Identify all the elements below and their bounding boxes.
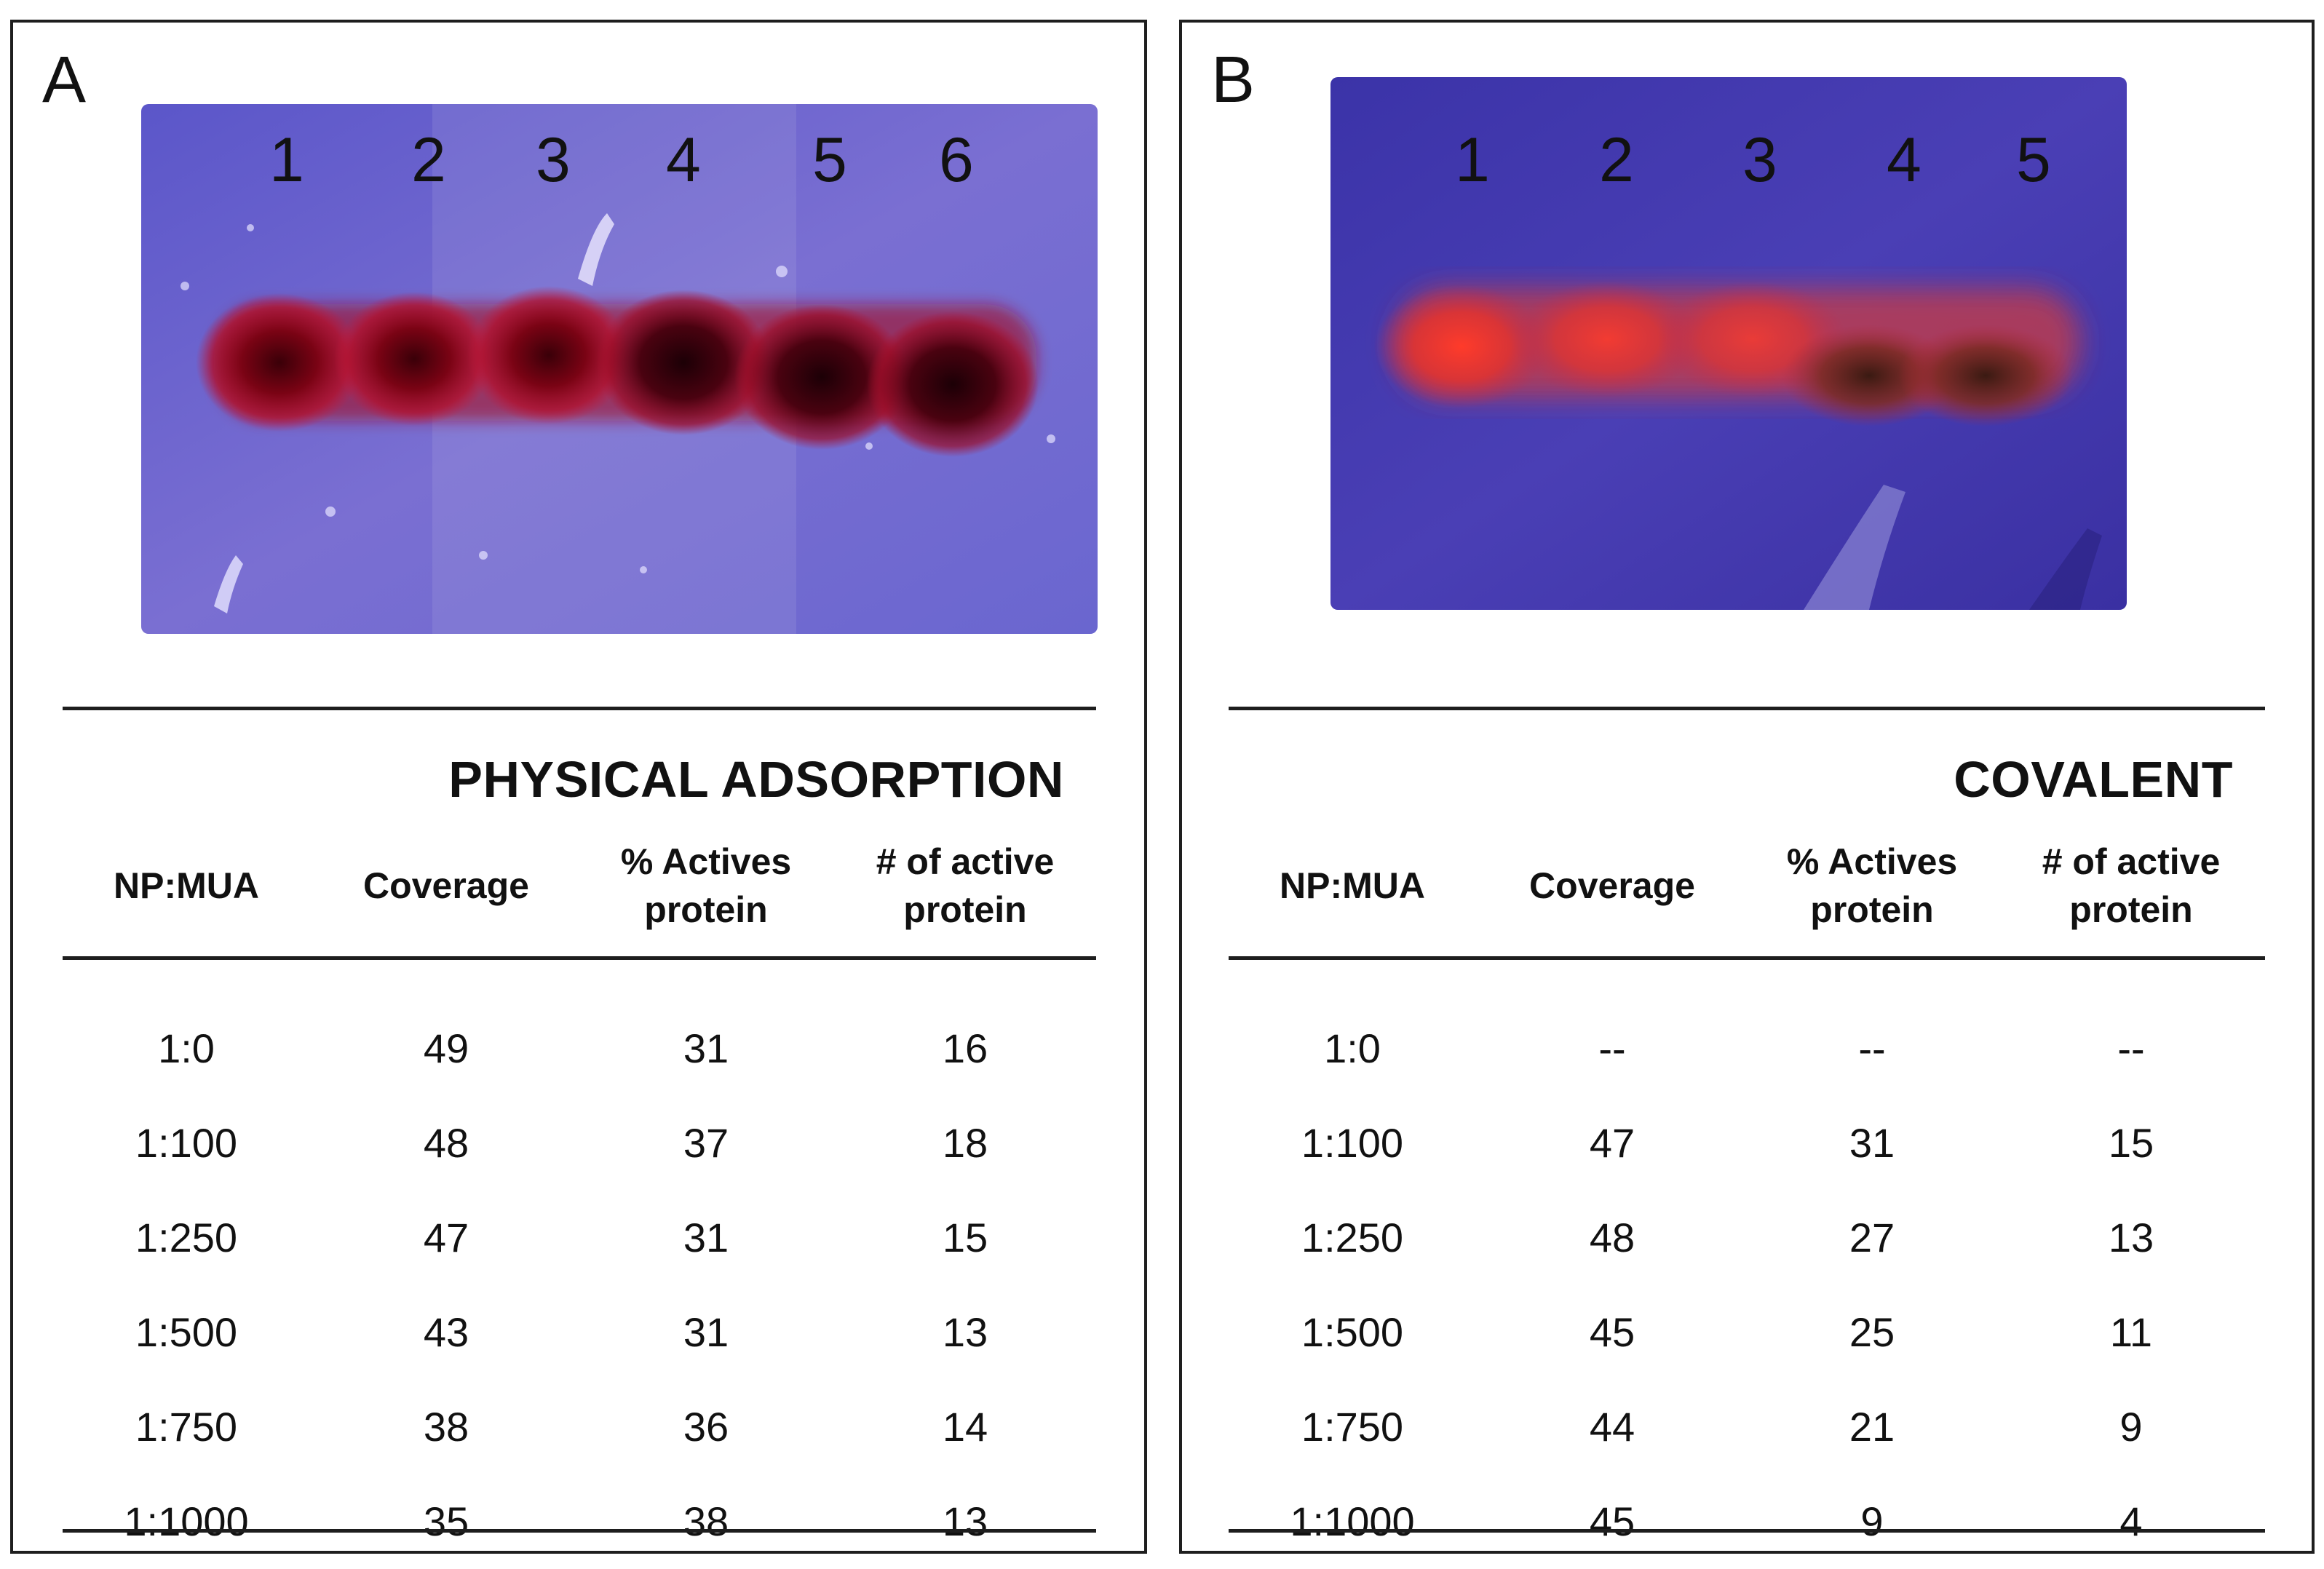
table-cell: 9: [1860, 1498, 1884, 1544]
lane-label: 4: [1887, 125, 1922, 195]
table-cell: 13: [942, 1498, 988, 1544]
gel-image-physical-adsorption: [141, 104, 1098, 634]
lane-label: 1: [269, 125, 304, 195]
table-title: COVALENT: [1954, 751, 2233, 808]
column-header: NP:MUA: [1280, 865, 1425, 906]
table-cell: 9: [2119, 1404, 2143, 1450]
lane-label: 1: [1455, 125, 1490, 195]
table-cell: 31: [1849, 1120, 1895, 1166]
table-cell: 45: [1589, 1498, 1635, 1544]
table-cell: 31: [683, 1025, 729, 1071]
table-row: 1:250 48 27 13: [1229, 1191, 2262, 1285]
table-cell: 48: [1589, 1215, 1635, 1260]
table-cell: 21: [1849, 1404, 1895, 1450]
table-cell: 1:100: [135, 1120, 238, 1166]
lane-label: 3: [536, 125, 571, 195]
table-cell: 37: [683, 1120, 729, 1166]
table-cell: 38: [423, 1404, 469, 1450]
lane-label: 5: [812, 125, 847, 195]
table-row: 1:100 48 37 18: [63, 1096, 1096, 1191]
table-row: 1:100 47 31 15: [1229, 1096, 2262, 1191]
column-header: # of active protein: [876, 841, 1055, 930]
lane-label: 2: [1599, 125, 1634, 195]
column-header: NP:MUA: [114, 865, 259, 906]
panel-letter: A: [42, 44, 87, 116]
table-row: 1:1000 35 38 13: [63, 1474, 1096, 1569]
table-cell: --: [2117, 1025, 2145, 1071]
table-cell: 15: [942, 1215, 988, 1260]
table-row: 1:0 -- -- --: [1229, 1001, 2262, 1096]
panel-b: B: [1179, 20, 2315, 1554]
column-header: # of active protein: [2042, 841, 2221, 930]
lane-label: 6: [939, 125, 974, 195]
table-row: 1:250 47 31 15: [63, 1191, 1096, 1285]
table-top-rule: [1229, 707, 2265, 710]
table-bottom-rule: [1229, 1529, 2265, 1533]
table-top-rule: [63, 707, 1096, 710]
table-header-rule: [63, 956, 1096, 960]
table-cell: 31: [683, 1215, 729, 1260]
gel-image-covalent: [1330, 77, 2127, 610]
table-cell: 27: [1849, 1215, 1895, 1260]
table-cell: 14: [942, 1404, 988, 1450]
panel-letter: B: [1211, 44, 1256, 116]
table-title: PHYSICAL ADSORPTION: [448, 751, 1064, 808]
column-header: Coverage: [1529, 865, 1695, 906]
lane-label: 2: [411, 125, 446, 195]
panel-a: A: [10, 20, 1147, 1554]
table-cell: 36: [683, 1404, 729, 1450]
column-header: % Actives protein: [1786, 841, 1958, 930]
table-cell: 1:500: [135, 1309, 238, 1355]
table-row: 1:750 44 21 9: [1229, 1380, 2262, 1474]
table-cell: --: [1598, 1025, 1626, 1071]
table-cell: 25: [1849, 1309, 1895, 1355]
table-bottom-rule: [63, 1529, 1096, 1533]
table-cell: 13: [2108, 1215, 2154, 1260]
column-header: % Actives protein: [620, 841, 792, 930]
table-cell: 11: [2109, 1309, 2153, 1355]
table-cell: 47: [423, 1215, 469, 1260]
table-cell: 1:750: [135, 1404, 238, 1450]
table-cell: 35: [423, 1498, 469, 1544]
table-cell: 1:500: [1301, 1309, 1404, 1355]
table-cell: 1:1000: [124, 1498, 249, 1544]
table-cell: 43: [423, 1309, 469, 1355]
table-row: 1:500 45 25 11: [1229, 1285, 2262, 1380]
table-cell: --: [1858, 1025, 1886, 1071]
column-header: Coverage: [363, 865, 529, 906]
table-cell: 13: [942, 1309, 988, 1355]
table-cell: 1:0: [1324, 1025, 1381, 1071]
table-cell: 45: [1589, 1309, 1635, 1355]
lane-label: 3: [1742, 125, 1777, 195]
table-cell: 18: [942, 1120, 988, 1166]
table-cell: 1:250: [1301, 1215, 1404, 1260]
table-cell: 1:100: [1301, 1120, 1404, 1166]
table-cell: 49: [423, 1025, 469, 1071]
table-cell: 1:0: [158, 1025, 215, 1071]
table-cell: 44: [1589, 1404, 1635, 1450]
lane-label: 4: [666, 125, 701, 195]
table-row: 1:1000 45 9 4: [1229, 1474, 2262, 1569]
table-row: 1:0 49 31 16: [63, 1001, 1096, 1096]
table-cell: 48: [423, 1120, 469, 1166]
table-header-rule: [1229, 956, 2265, 960]
table-cell: 16: [942, 1025, 988, 1071]
table-cell: 38: [683, 1498, 729, 1544]
table-cell: 4: [2119, 1498, 2143, 1544]
table-cell: 31: [683, 1309, 729, 1355]
table-cell: 15: [2108, 1120, 2154, 1166]
lane-label: 5: [2016, 125, 2051, 195]
table-cell: 1:250: [135, 1215, 238, 1260]
table-row: 1:750 38 36 14: [63, 1380, 1096, 1474]
table-cell: 1:750: [1301, 1404, 1404, 1450]
table-row: 1:500 43 31 13: [63, 1285, 1096, 1380]
table-cell: 47: [1589, 1120, 1635, 1166]
table-cell: 1:1000: [1290, 1498, 1415, 1544]
